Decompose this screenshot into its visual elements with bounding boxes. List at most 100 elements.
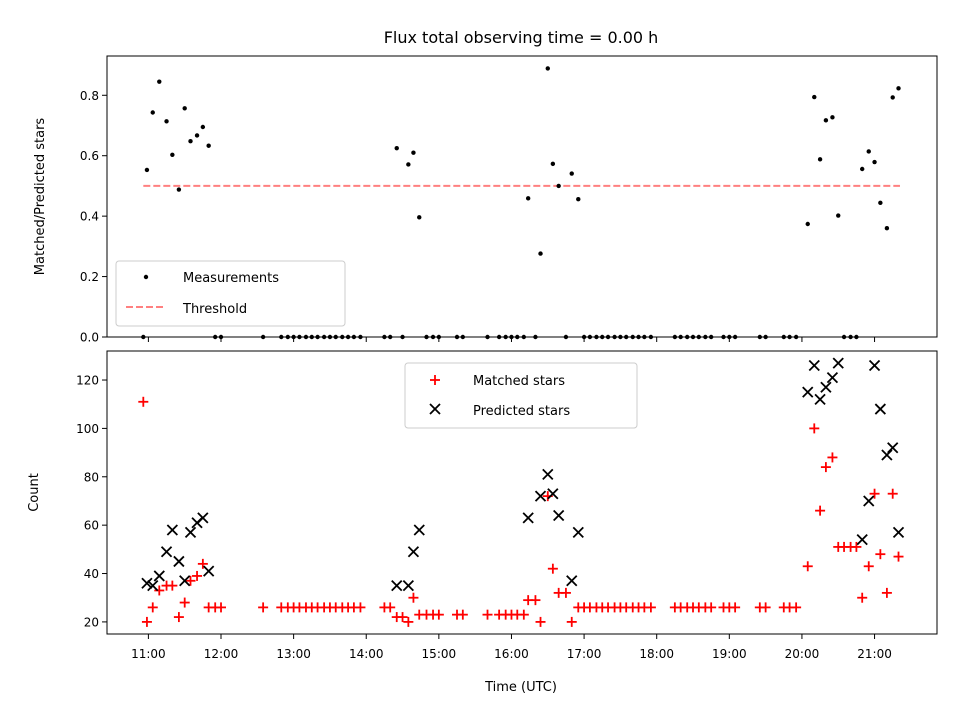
measurement-point [872,159,877,165]
matched-stars-point [809,423,820,434]
predicted-stars-point [147,579,159,592]
matched-stars-point [355,602,366,613]
predicted-stars-point [856,534,868,546]
ratio-marks [141,66,901,340]
matched-stars-point [457,609,468,620]
ratio-y-tick-label: 0.0 [80,331,99,345]
predicted-stars-point [572,526,584,539]
matched-stars-point [560,587,571,598]
measurement-point [860,166,865,172]
chart-title: Flux total observing time = 0.00 h [384,28,659,47]
matched-stars-point [645,602,656,613]
matched-stars-point [893,551,904,562]
x-tick-label: 14:00 [349,647,384,661]
ratio-y-axis-label: Matched/Predicted stars [33,118,48,276]
measurement-point [576,197,581,202]
x-tick-label: 20:00 [785,647,820,661]
measurement-point [176,187,182,192]
predicted-stars-point [553,509,565,522]
matched-stars-point [851,541,862,552]
matched-stars-point [760,602,771,613]
ratio-legend-box [115,260,346,327]
measurement-point [170,152,175,158]
matched-stars-point [802,561,813,572]
measurement-point [417,215,422,220]
predicted-stars-point [868,359,881,372]
matched-stars-point [258,602,269,613]
matched-stars-point [147,602,158,613]
x-tick-label: 19:00 [712,647,747,661]
predicted-stars-point [534,490,547,502]
measurement-point [823,118,829,123]
legend-threshold-label: Threshold [182,302,247,317]
measurement-point [556,183,561,189]
x-axis-label: Time (UTC) [484,680,557,695]
predicted-stars-point [413,524,425,536]
predicted-stars-point [166,524,178,536]
matched-stars-point [706,602,717,613]
x-tick-label: 21:00 [857,647,892,661]
count-legend: Matched stars Predicted stars [404,362,638,429]
count-panel: 20 40 60 80 100 120 11:00 12:00 13:00 14:00 15:00 1… [27,350,938,695]
predicted-stars-point [874,403,886,415]
matched-stars-point [154,585,165,596]
predicted-stars-point [566,575,578,587]
legend-matched-label: Matched stars [473,374,565,389]
predicted-stars-point [808,359,820,372]
measurement-point [157,79,162,84]
x-tick-label: 13:00 [276,647,311,661]
matched-stars-point [547,563,558,574]
predicted-stars-point [542,468,554,480]
matched-stars-point [167,580,178,591]
legend-matched-marker [430,375,440,385]
matched-stars-point [408,592,419,603]
matched-stars-point [881,587,892,598]
measurement-point [188,139,193,144]
predicted-stars-point [881,449,893,461]
measurement-point [812,94,817,100]
matched-stars-point [197,558,208,569]
x-tick-label: 17:00 [567,647,602,661]
matched-stars-point [433,609,444,620]
predicted-stars-point [814,393,826,406]
matched-stars-point [179,597,190,608]
measurement-point [150,110,155,115]
matched-stars-point [192,570,203,581]
predicted-stars-point [160,546,173,558]
predicted-stars-point [547,488,559,500]
x-tick-label: 15:00 [422,647,457,661]
count-y-axis-label: Count [27,473,42,512]
predicted-stars-point [832,357,844,369]
measurement-point [406,162,411,167]
matched-stars-point [875,549,886,560]
count-y-tick-label: 120 [76,374,99,388]
matched-stars-point [820,462,831,473]
ratio-y-tick-label: 0.2 [80,270,99,284]
measurement-point [194,133,200,138]
predicted-stars-point [173,555,185,568]
predicted-stars-point [153,570,165,582]
measurement-point [836,213,841,218]
count-frame [106,350,938,635]
measurement-point [525,196,531,201]
measurement-point [206,143,211,148]
predicted-stars-point [179,575,191,587]
ratio-y-tick-label: 0.6 [80,149,99,163]
matched-stars-point [827,452,838,463]
count-y-tick-label: 80 [84,470,99,484]
matched-stars-point [530,595,541,606]
measurement-point [411,150,416,155]
x-tick-label: 18:00 [639,647,674,661]
matched-stars-point [518,609,529,620]
matched-stars-point [535,616,546,627]
ratio-legend: Measurements Threshold [115,260,346,327]
matched-stars-point [482,609,493,620]
measurement-point [878,200,883,206]
measurement-point [144,167,150,173]
matched-stars-point [216,602,227,613]
measurement-point [538,251,543,256]
ratio-frame [106,55,938,338]
matched-stars-point [815,505,826,516]
matched-stars-point [863,561,874,572]
